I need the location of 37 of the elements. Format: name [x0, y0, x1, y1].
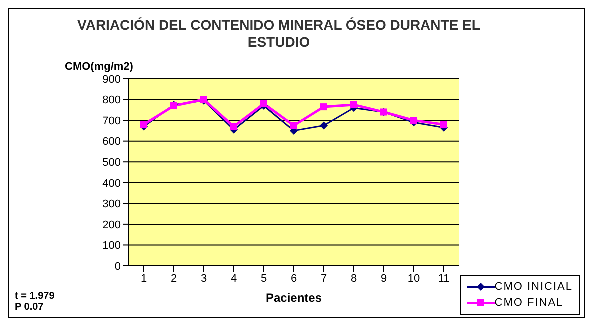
x-tick-label: 2: [170, 272, 178, 285]
x-tick-label: 7: [320, 272, 328, 285]
y-axis-title: CMO(mg/m2): [65, 61, 134, 73]
y-tick-label: 300: [102, 198, 121, 211]
legend-label: CMO FINAL: [494, 297, 564, 309]
x-tick-label: 4: [230, 272, 238, 285]
y-tick-label: 100: [102, 240, 121, 252]
point: [230, 123, 238, 130]
y-tick-label: 600: [102, 136, 121, 148]
x-tick-label: 10: [408, 272, 420, 285]
point: [290, 122, 298, 130]
x-tick-label: 8: [350, 272, 358, 285]
point: [320, 122, 328, 130]
y-tick-label: 500: [102, 157, 121, 170]
x-axis-title: Pacientes: [266, 291, 322, 305]
point: [140, 121, 148, 128]
point: [260, 100, 268, 108]
y-tick-label: 400: [102, 178, 121, 190]
text: t = 1.979: [15, 291, 55, 302]
legend-label: CMO INICIAL: [494, 281, 573, 293]
y-tick-label: 200: [102, 219, 121, 232]
x-tick-label: 3: [200, 272, 208, 285]
text: P 0.07: [15, 302, 45, 313]
y-tick-label: 700: [102, 115, 121, 128]
x-tick-label: 9: [380, 272, 388, 285]
point: [410, 117, 418, 124]
x-tick-label: 1: [140, 272, 148, 285]
point: [440, 121, 448, 128]
y-tick-label: 900: [102, 74, 121, 86]
chart-title: VARIACIÓN DEL CONTENIDO MINERAL ÓSEO DURANTE EL ESTUDIO: [76, 17, 482, 51]
y-tick-label: 0: [114, 260, 121, 273]
y-tick-label: 800: [102, 94, 121, 107]
point: [350, 101, 358, 108]
x-tick-label: 11: [438, 272, 450, 285]
x-tick-label: 5: [260, 272, 268, 285]
x-tick-label: 6: [290, 272, 298, 285]
point: [320, 104, 328, 111]
